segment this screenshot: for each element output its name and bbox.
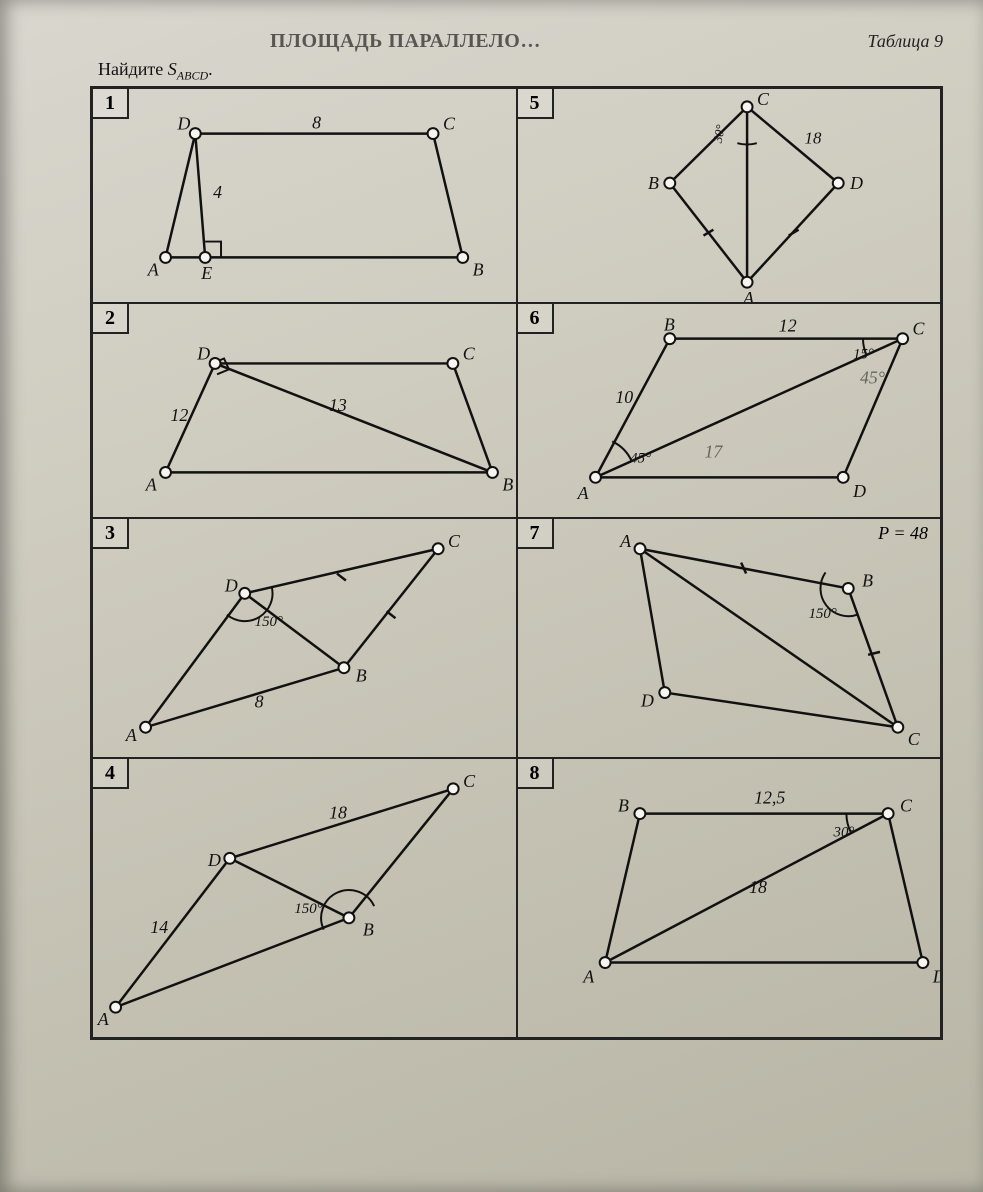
- problem-number-badge: 8: [518, 759, 554, 789]
- svg-text:150°: 150°: [808, 606, 836, 622]
- svg-text:18: 18: [329, 802, 347, 822]
- svg-text:B: B: [663, 314, 674, 334]
- svg-text:A: A: [97, 1009, 109, 1029]
- svg-text:4: 4: [213, 182, 222, 202]
- problem-number-badge: 6: [518, 304, 554, 334]
- svg-text:D: D: [852, 481, 866, 501]
- svg-text:45°: 45°: [630, 450, 651, 466]
- svg-text:E: E: [200, 263, 212, 283]
- table-number-label: Таблица 9: [867, 31, 943, 52]
- problems-grid: 1 D C B A E 8 4 5 C D A B 30° 18 2 D C B A 12 13 6 B C D A 12 15° 10 4…: [90, 86, 943, 1040]
- svg-text:18: 18: [749, 877, 767, 897]
- svg-text:C: C: [463, 770, 476, 790]
- svg-text:B: B: [648, 173, 659, 193]
- svg-text:8: 8: [255, 691, 264, 711]
- geometry-figure: D C B A 12 13: [93, 304, 516, 517]
- svg-text:D: D: [224, 575, 238, 595]
- problem-cell: 1 D C B A E 8 4: [92, 88, 517, 303]
- problem-cell: 3 D C B A 150° 8: [92, 518, 517, 758]
- problem-number-badge: 5: [518, 89, 554, 119]
- prompt-prefix: Найдите: [98, 59, 168, 79]
- svg-text:B: B: [502, 474, 513, 494]
- svg-text:A: A: [576, 483, 588, 503]
- svg-text:15°: 15°: [853, 346, 874, 362]
- svg-text:30°: 30°: [710, 123, 728, 145]
- svg-text:A: A: [145, 474, 157, 494]
- problem-cell: 4 D C B A 18 150° 14: [92, 758, 517, 1038]
- geometry-figure: B C D A 12 15° 10 45° 45° 17: [518, 304, 941, 517]
- svg-text:150°: 150°: [294, 900, 322, 916]
- geometry-figure: D C B A 150° 8: [93, 519, 516, 757]
- prompt-subscript: ABCD: [177, 69, 208, 83]
- problem-cell: 2 D C B A 12 13: [92, 303, 517, 518]
- problem-number-badge: 7: [518, 519, 554, 549]
- svg-text:A: A: [619, 530, 631, 550]
- geometry-figure: C D A B 30° 18: [518, 89, 941, 302]
- problem-cell: 6 B C D A 12 15° 10 45° 45° 17: [517, 303, 942, 518]
- svg-text:A: A: [582, 966, 594, 986]
- prompt-suffix: .: [208, 59, 213, 79]
- svg-text:D: D: [849, 173, 863, 193]
- svg-text:D: D: [176, 113, 190, 133]
- svg-text:B: B: [363, 919, 374, 939]
- svg-text:D: D: [639, 690, 653, 710]
- svg-text:12: 12: [171, 404, 189, 424]
- problem-extra-label: P = 48: [878, 523, 928, 544]
- svg-text:D: D: [931, 966, 940, 986]
- problem-number-badge: 1: [93, 89, 129, 119]
- svg-text:12,5: 12,5: [754, 787, 785, 807]
- svg-text:45°: 45°: [860, 367, 885, 387]
- svg-text:B: B: [862, 570, 873, 590]
- svg-text:C: C: [912, 318, 925, 338]
- geometry-figure: B C D A 12,5 30° 18: [518, 759, 941, 1037]
- svg-text:30°: 30°: [832, 824, 854, 840]
- svg-text:D: D: [207, 850, 221, 870]
- svg-text:10: 10: [615, 387, 633, 407]
- problem-cell: 7 P = 48 A B C D 150°: [517, 518, 942, 758]
- svg-text:D: D: [196, 343, 210, 363]
- svg-text:B: B: [473, 259, 484, 279]
- svg-text:13: 13: [329, 395, 347, 415]
- svg-text:B: B: [618, 795, 629, 815]
- problem-number-badge: 4: [93, 759, 129, 789]
- geometry-figure: D C B A 18 150° 14: [93, 759, 516, 1037]
- problem-cell: 8 B C D A 12,5 30° 18: [517, 758, 942, 1038]
- svg-text:C: C: [756, 89, 769, 109]
- task-prompt: Найдите SABCD.: [98, 59, 943, 84]
- geometry-figure: A B C D 150°: [518, 519, 941, 757]
- svg-text:C: C: [907, 729, 920, 749]
- svg-text:18: 18: [804, 128, 821, 147]
- problem-number-badge: 3: [93, 519, 129, 549]
- problem-cell: 5 C D A B 30° 18: [517, 88, 942, 303]
- problem-number-badge: 2: [93, 304, 129, 334]
- svg-text:A: A: [147, 259, 159, 279]
- worksheet-paper: ПЛОЩАДЬ ПАРАЛЛЕЛО… Таблица 9 Найдите SAB…: [0, 0, 983, 1192]
- svg-text:C: C: [463, 343, 476, 363]
- svg-text:150°: 150°: [255, 614, 283, 630]
- svg-text:A: A: [742, 288, 754, 302]
- svg-text:14: 14: [150, 916, 168, 936]
- svg-text:8: 8: [312, 112, 321, 132]
- header-row: ПЛОЩАДЬ ПАРАЛЛЕЛО… Таблица 9: [90, 30, 943, 53]
- prompt-symbol: S: [168, 59, 177, 79]
- svg-text:17: 17: [704, 441, 723, 461]
- page-title-cut: ПЛОЩАДЬ ПАРАЛЛЕЛО…: [270, 30, 541, 53]
- svg-text:C: C: [443, 113, 456, 133]
- svg-text:C: C: [448, 530, 461, 550]
- geometry-figure: D C B A E 8 4: [93, 89, 516, 302]
- svg-text:B: B: [356, 665, 367, 685]
- svg-text:C: C: [900, 795, 913, 815]
- svg-text:A: A: [125, 725, 137, 745]
- svg-text:12: 12: [778, 315, 796, 335]
